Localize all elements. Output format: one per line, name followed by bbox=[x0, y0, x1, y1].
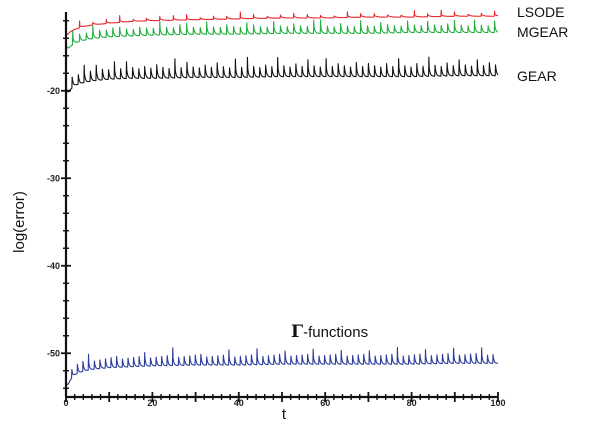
x-tick-label: 0 bbox=[63, 398, 68, 408]
series-label-gamma-functions: Γ-functions bbox=[291, 322, 368, 342]
series-line-mgear bbox=[65, 19, 499, 49]
series-line-functions bbox=[65, 347, 499, 386]
x-ticks: 0 20 40 60 80 100 bbox=[63, 392, 506, 408]
y-axis-label: log(error) bbox=[11, 191, 28, 253]
x-tick-label: 100 bbox=[490, 398, 505, 408]
series-label-gear: GEAR bbox=[517, 68, 557, 84]
y-tick-label: -30 bbox=[47, 173, 60, 183]
x-tick-label: 20 bbox=[147, 398, 157, 408]
gamma-symbol: Γ bbox=[291, 322, 303, 342]
series-line-gear bbox=[65, 56, 499, 93]
y-tick-label: -50 bbox=[47, 348, 60, 358]
x-tick-label: 80 bbox=[407, 398, 417, 408]
x-tick-label: 40 bbox=[234, 398, 244, 408]
series-line-lsode bbox=[65, 9, 499, 36]
y-tick-label: -20 bbox=[47, 86, 60, 96]
y-ticks: -20 -30 -40 -50 bbox=[47, 20, 71, 389]
series-label-lsode: LSODE bbox=[517, 4, 564, 20]
x-axis-label: t bbox=[282, 406, 287, 423]
gamma-functions-text: -functions bbox=[303, 324, 368, 341]
series-label-mgear: MGEAR bbox=[517, 24, 568, 40]
axes: -20 -30 -40 -50 0 20 40 60 80 100 bbox=[47, 12, 506, 408]
x-tick-label: 60 bbox=[320, 398, 330, 408]
y-tick-label: -40 bbox=[47, 261, 60, 271]
series-layer bbox=[65, 9, 499, 386]
